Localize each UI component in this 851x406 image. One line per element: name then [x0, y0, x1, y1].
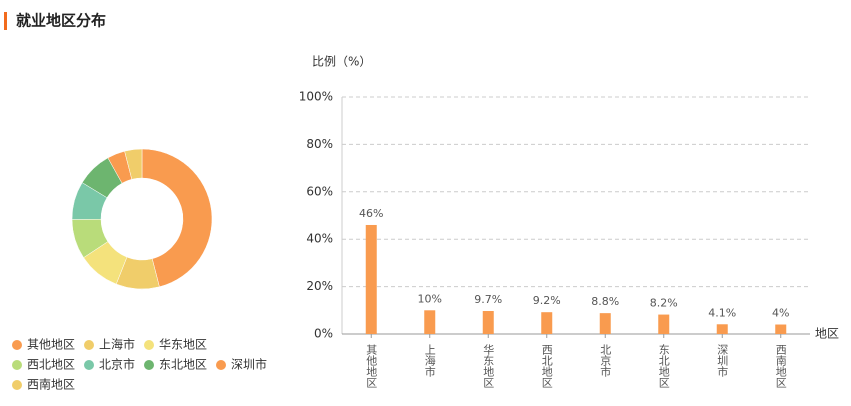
y-tick-label: 60% — [306, 184, 333, 198]
legend-label: 东北地区 — [159, 358, 207, 372]
legend-marker — [12, 380, 22, 390]
data-label: 8.2% — [650, 297, 678, 310]
data-label: 9.2% — [533, 294, 561, 307]
x-tick-label: 北京市 — [599, 344, 612, 378]
legend-label: 西南地区 — [27, 377, 75, 392]
y-tick-label: 80% — [306, 137, 333, 151]
legend-label: 上海市 — [99, 337, 135, 352]
x-tick-label: 深圳市 — [716, 344, 729, 378]
bar — [716, 324, 728, 334]
bar — [424, 310, 436, 334]
legend-label: 西北地区 — [27, 358, 75, 372]
legend-marker — [144, 360, 154, 370]
x-tick-label: 西北地区 — [540, 344, 553, 388]
x-tick-label: 东北地区 — [657, 344, 670, 388]
legend-marker — [216, 360, 226, 370]
legend-marker — [144, 340, 154, 350]
bar — [365, 224, 377, 334]
legend-marker — [12, 360, 22, 370]
x-tick-label: 其他地区 — [365, 344, 378, 388]
data-label: 46% — [359, 207, 383, 220]
x-axis-title: 地区 — [815, 327, 839, 341]
bar — [599, 313, 611, 334]
x-tick-label: 上海市 — [423, 344, 436, 378]
legend-marker — [84, 340, 94, 350]
bar — [775, 324, 787, 334]
section-title: 就业地区分布 — [16, 12, 106, 30]
x-tick-label: 西南地区 — [774, 344, 787, 388]
data-label: 9.7% — [474, 293, 502, 306]
legend-label: 其他地区 — [27, 338, 75, 352]
y-tick-label: 40% — [306, 232, 333, 246]
data-label: 8.8% — [591, 295, 619, 308]
data-label: 4.1% — [708, 306, 736, 319]
y-tick-label: 0% — [314, 327, 333, 341]
title-accent — [4, 12, 7, 30]
donut-slice — [141, 148, 213, 288]
donut-slice — [124, 148, 143, 180]
data-label: 10% — [418, 292, 442, 305]
legend-label: 深圳市 — [231, 357, 267, 372]
y-tick-label: 100% — [299, 90, 333, 104]
data-label: 4% — [772, 307, 789, 320]
legend-marker — [12, 340, 22, 350]
bar — [658, 314, 670, 334]
y-axis-title: 比例（%） — [312, 55, 371, 69]
x-tick-label: 华东地区 — [482, 343, 495, 388]
bar — [541, 312, 553, 334]
y-tick-label: 20% — [306, 279, 333, 293]
bar — [482, 311, 494, 334]
legend-label: 北京市 — [99, 357, 135, 372]
legend-marker — [84, 360, 94, 370]
legend-label: 华东地区 — [159, 338, 207, 352]
